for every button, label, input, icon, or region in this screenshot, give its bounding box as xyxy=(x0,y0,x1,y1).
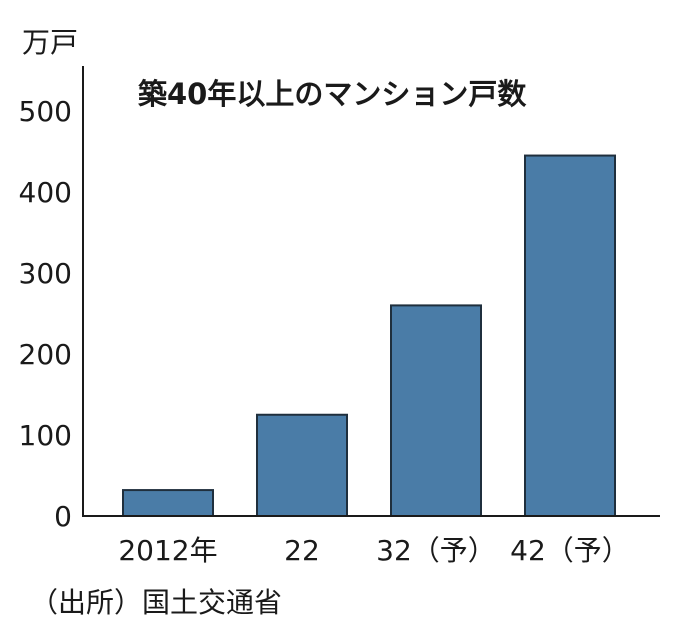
chart-title: 築40年以上のマンション戸数 xyxy=(137,77,527,111)
y-tick-label: 300 xyxy=(19,257,72,290)
x-tick-label: 2012年 xyxy=(118,534,217,567)
y-tick-label: 100 xyxy=(19,419,72,452)
y-tick-label: 200 xyxy=(19,338,72,371)
y-tick-label: 0 xyxy=(54,500,72,533)
bar-0 xyxy=(122,489,214,517)
y-axis-unit-label: 万戸 xyxy=(22,26,78,59)
x-tick-label: 22 xyxy=(284,534,320,567)
x-tick-label: 42（予） xyxy=(510,534,630,567)
y-tick-label: 500 xyxy=(19,95,72,128)
bar-1 xyxy=(256,413,348,517)
y-tick-label: 400 xyxy=(19,176,72,209)
bar-3 xyxy=(524,154,616,518)
bar-2 xyxy=(390,304,482,517)
x-tick-label: 32（予） xyxy=(376,534,496,567)
source-note: （出所）国土交通省 xyxy=(30,586,282,619)
